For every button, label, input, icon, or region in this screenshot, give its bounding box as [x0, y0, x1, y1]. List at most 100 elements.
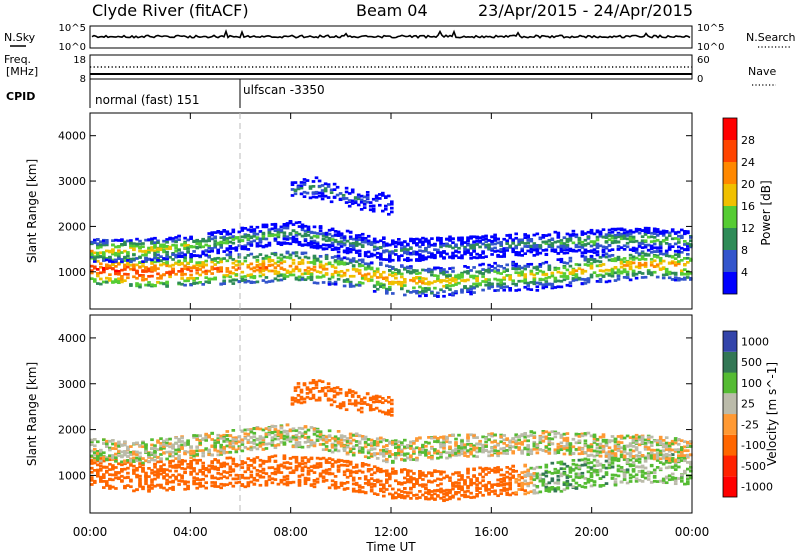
heatmap-cell [595, 470, 600, 474]
heatmap-cell [586, 280, 591, 284]
heatmap-cell [320, 197, 325, 201]
heatmap-cell [153, 256, 157, 260]
heatmap-cell [379, 487, 383, 491]
heatmap-cell [174, 448, 178, 452]
heatmap-cell [213, 465, 218, 469]
heatmap-cell [472, 475, 476, 478]
heatmap-cell [177, 445, 181, 449]
heatmap-cell [445, 252, 449, 256]
heatmap-cell [523, 264, 528, 268]
heatmap-cell [532, 491, 537, 495]
heatmap-cell [126, 252, 130, 256]
heatmap-cell [165, 260, 169, 264]
heatmap-cell [646, 470, 651, 474]
heatmap-cell [481, 256, 485, 259]
heatmap-cell [276, 256, 281, 260]
heatmap-cell [297, 481, 302, 485]
heatmap-cell [180, 261, 184, 265]
heatmap-cell [216, 441, 221, 444]
heatmap-cell [571, 468, 576, 472]
heatmap-cell [180, 277, 184, 280]
heatmap-cell [306, 470, 311, 473]
heatmap-cell [430, 268, 434, 272]
heatmap-cell [490, 490, 494, 493]
heatmap-cell [652, 250, 657, 254]
heatmap-cell [354, 260, 359, 264]
heatmap-cell [326, 196, 331, 199]
heatmap-cell [424, 496, 428, 499]
heatmap-cell [683, 278, 687, 281]
heatmap-cell [171, 473, 175, 477]
heatmap-cell [406, 480, 410, 484]
heatmap-cell [198, 273, 203, 277]
heatmap-cell [282, 277, 287, 281]
heatmap-cell [421, 473, 425, 477]
heatmap-cell [484, 269, 488, 273]
heatmap-cell [388, 285, 392, 289]
heatmap-cell [469, 482, 473, 485]
heatmap-cell [613, 228, 618, 232]
heatmap-cell [339, 484, 344, 487]
heatmap-cell [646, 454, 651, 457]
heatmap-cell [330, 244, 335, 248]
heatmap-cell [583, 251, 588, 255]
heatmap-cell [565, 243, 570, 247]
heatmap-cell [333, 280, 338, 284]
heatmap-cell [544, 465, 549, 469]
heatmap-cell [406, 251, 410, 255]
heatmap-cell [159, 274, 163, 278]
heatmap-cell [351, 478, 356, 482]
heatmap-cell [213, 259, 218, 262]
heatmap-cell [150, 259, 154, 263]
heatmap-cell [357, 477, 362, 480]
heatmap-cell [553, 481, 558, 485]
heatmap-cell [439, 253, 443, 257]
heatmap-cell [156, 281, 160, 284]
heatmap-cell [225, 239, 230, 243]
heatmap-cell [421, 485, 425, 488]
heatmap-cell [484, 283, 488, 287]
heatmap-cell [114, 471, 118, 474]
heatmap-cell [577, 474, 582, 478]
heatmap-cell [177, 463, 181, 467]
heatmap-cell [360, 238, 365, 242]
heatmap-cell [448, 491, 452, 495]
heatmap-cell [580, 240, 585, 244]
heatmap-cell [382, 494, 386, 498]
heatmap-cell [514, 491, 519, 494]
heatmap-cell [595, 229, 600, 233]
heatmap-cell [619, 237, 624, 241]
heatmap-cell [171, 488, 175, 491]
heatmap-cell [198, 261, 203, 264]
heatmap-cell [460, 485, 464, 489]
heatmap-cell [607, 249, 612, 252]
heatmap-cell [291, 251, 296, 255]
heatmap-cell [634, 256, 639, 260]
heatmap-cell [502, 483, 507, 487]
heatmap-cell [246, 464, 251, 467]
heatmap-cell [126, 466, 130, 470]
heatmap-cell [677, 241, 681, 244]
heatmap-cell [216, 437, 221, 441]
heatmap-cell [538, 465, 543, 469]
heatmap-cell [369, 254, 374, 257]
heatmap-cell [351, 264, 356, 268]
heatmap-cell [336, 242, 341, 246]
heatmap-cell [640, 251, 645, 255]
heatmap-cell [562, 462, 567, 466]
heatmap-cell [610, 248, 615, 252]
heatmap-cell [117, 252, 121, 256]
heatmap-cell [141, 275, 145, 279]
heatmap-cell [156, 259, 160, 262]
heatmap-cell [213, 439, 218, 443]
heatmap-cell [409, 265, 413, 268]
heatmap-cell [619, 265, 624, 269]
heatmap-cell [246, 467, 251, 470]
heatmap-cell [261, 223, 266, 227]
heatmap-cell [309, 469, 314, 473]
heatmap-cell [499, 286, 504, 290]
heatmap-cell [159, 437, 163, 441]
heatmap-cell [96, 255, 100, 259]
heatmap-cell [299, 184, 304, 188]
heatmap-cell [207, 246, 212, 250]
